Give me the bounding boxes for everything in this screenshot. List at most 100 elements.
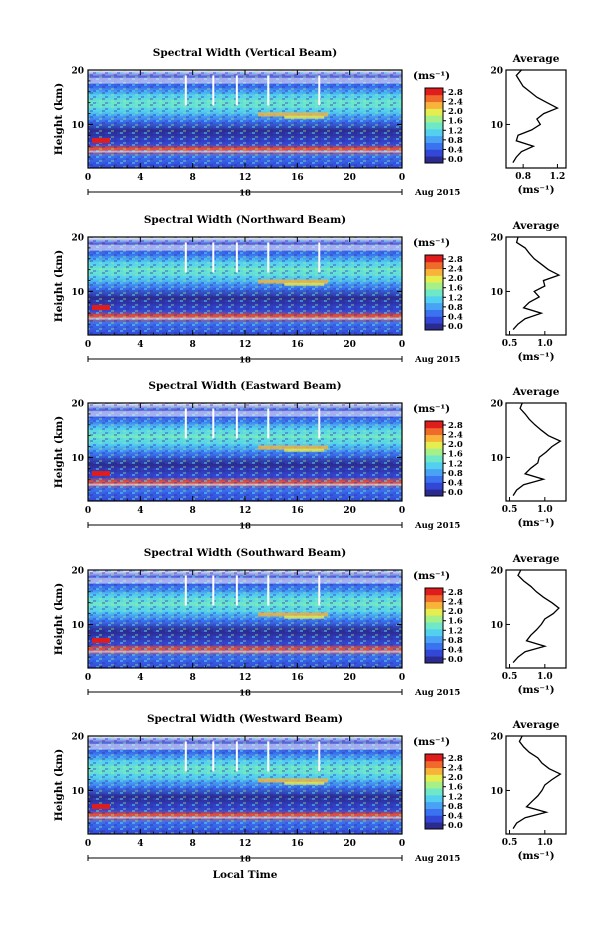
panel-title: Spectral Width (Northward Beam) xyxy=(144,214,346,226)
colorbar-tick-label: 0.0 xyxy=(448,155,463,165)
colorbar-segment xyxy=(425,649,443,657)
x-tick-label: 4 xyxy=(137,839,143,849)
avg-x-tick-label: 1.0 xyxy=(537,505,553,515)
heatmap-gap xyxy=(318,408,321,439)
colorbar-tick-label: 1.2 xyxy=(448,792,463,802)
colorbar-unit: (ms⁻¹) xyxy=(413,403,450,415)
heatmap-feature xyxy=(284,615,325,619)
avg-title: Average xyxy=(512,53,560,65)
x-tick-label: 20 xyxy=(343,340,356,350)
y-axis-label: Height (km) xyxy=(53,583,65,655)
heatmap-texture xyxy=(88,736,402,834)
heatmap-gap xyxy=(318,741,321,772)
colorbar-segment xyxy=(425,461,443,470)
x-tick-label: 12 xyxy=(239,673,252,683)
colorbar-tick-label: 2.4 xyxy=(448,598,463,608)
colorbar-segment xyxy=(425,615,443,623)
y-axis-label: Height (km) xyxy=(53,416,65,488)
colorbar-tick-label: 1.6 xyxy=(448,117,463,127)
heatmap-gap xyxy=(212,242,215,273)
x-tick-label: 16 xyxy=(291,506,304,516)
avg-title: Average xyxy=(512,553,560,565)
heatmap-gap xyxy=(267,242,270,273)
colorbar-segment xyxy=(425,794,443,803)
panel-title: Spectral Width (Vertical Beam) xyxy=(153,47,337,59)
month-label: Aug 2015 xyxy=(414,854,460,864)
colorbar-tick-label: 2.0 xyxy=(448,274,463,284)
colorbar-tick-label: 0.0 xyxy=(448,488,463,498)
heatmap-gap xyxy=(212,741,215,772)
heatmap-gap xyxy=(184,242,187,273)
colorbar-segment xyxy=(425,635,443,643)
colorbar-segment xyxy=(425,316,443,324)
colorbar-segment xyxy=(425,323,443,331)
heatmap-gap xyxy=(88,577,402,584)
colorbar-tick-label: 0.0 xyxy=(448,655,463,665)
heatmap-gap xyxy=(235,575,238,606)
heatmap-gap xyxy=(88,650,402,653)
colorbar-segment xyxy=(425,601,443,609)
colorbar-segment xyxy=(425,788,443,796)
y-tick-label: 10 xyxy=(71,454,84,464)
avg-frame xyxy=(505,402,567,502)
colorbar-tick-label: 0.8 xyxy=(448,303,463,313)
avg-x-tick-label: 1.0 xyxy=(537,838,553,848)
colorbar-segment xyxy=(425,760,443,769)
panel-title: Spectral Width (Westward Beam) xyxy=(147,713,343,725)
heatmap-feature xyxy=(258,612,329,617)
colorbar-segment xyxy=(425,754,443,762)
colorbar-tick-label: 2.0 xyxy=(448,107,463,117)
x-tick-label: 0 xyxy=(85,173,91,183)
colorbar-tick-label: 2.0 xyxy=(448,773,463,783)
heatmap-gap xyxy=(212,75,215,106)
avg-y-tick-label: 20 xyxy=(490,400,503,410)
heatmap-gap xyxy=(267,75,270,106)
heatmap-gap xyxy=(235,75,238,106)
x-tick-label: 16 xyxy=(291,673,304,683)
x-tick-label: 8 xyxy=(190,340,196,350)
heatmap-gap xyxy=(267,408,270,439)
colorbar-segment xyxy=(425,594,443,603)
colorbar-segment xyxy=(425,455,443,463)
avg-y-tick-label: 10 xyxy=(490,621,503,631)
colorbar-tick-label: 1.6 xyxy=(448,450,463,460)
heatmap-gap xyxy=(212,575,215,606)
date-label: 18 xyxy=(239,189,251,199)
colorbar-segment xyxy=(425,781,443,789)
colorbar-segment xyxy=(425,88,443,96)
colorbar-segment xyxy=(425,421,443,429)
avg-y-tick-label: 10 xyxy=(490,121,503,131)
colorbar-unit: (ms⁻¹) xyxy=(413,570,450,582)
x-tick-label: 12 xyxy=(239,173,252,183)
avg-title: Average xyxy=(512,719,560,731)
heatmap-feature xyxy=(92,804,110,810)
avg-x-tick-label: 0.5 xyxy=(502,505,518,515)
x-tick-label: 4 xyxy=(137,673,143,683)
colorbar-segment xyxy=(425,815,443,823)
colorbar-tick-label: 0.8 xyxy=(448,136,463,146)
avg-x-tick-label: 0.8 xyxy=(515,172,531,182)
colorbar-tick-label: 1.2 xyxy=(448,626,463,636)
avg-x-tick-label: 1.0 xyxy=(537,339,553,349)
x-tick-label: 20 xyxy=(343,839,356,849)
colorbar-segment xyxy=(425,108,443,116)
avg-profile-line xyxy=(512,735,562,829)
x-tick-label: 0 xyxy=(399,340,405,350)
colorbar-tick-label: 2.4 xyxy=(448,764,463,774)
colorbar-segment xyxy=(425,434,443,442)
colorbar-unit: (ms⁻¹) xyxy=(413,736,450,748)
date-label: 18 xyxy=(239,855,251,865)
colorbar-frame xyxy=(424,587,444,664)
colorbar-segment xyxy=(425,808,443,816)
x-tick-label: 0 xyxy=(85,506,91,516)
colorbar-tick-label: 1.2 xyxy=(448,293,463,303)
colorbar-segment xyxy=(425,656,443,664)
panel-5: Spectral Width (Westward Beam) 0 4 8 12 16 20 0… xyxy=(53,713,567,865)
month-label: Aug 2015 xyxy=(414,355,460,365)
heatmap-gap xyxy=(318,75,321,106)
colorbar-segment xyxy=(425,282,443,290)
x-tick-label: 20 xyxy=(343,673,356,683)
colorbar-tick-label: 2.4 xyxy=(448,265,463,275)
avg-y-tick-label: 10 xyxy=(490,454,503,464)
